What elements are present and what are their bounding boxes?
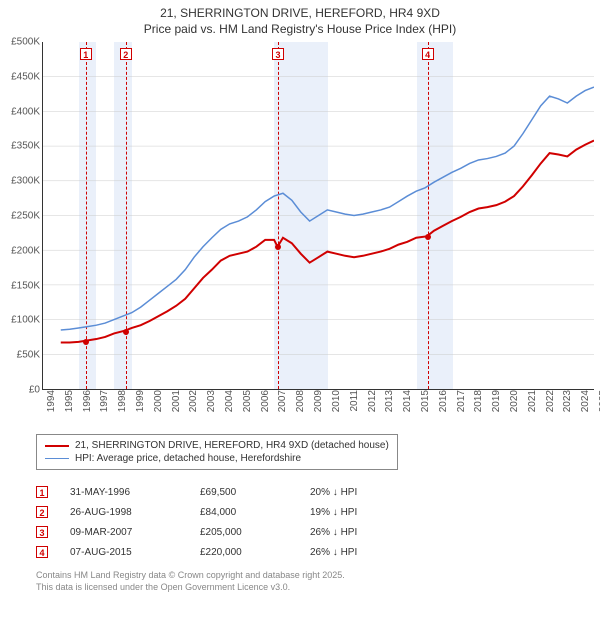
x-tick-label: 1997: [99, 390, 110, 426]
x-tick-label: 2014: [402, 390, 413, 426]
x-tick-label: 2009: [313, 390, 324, 426]
sale-dot: [83, 339, 89, 345]
sale-price: £84,000: [200, 507, 310, 518]
y-tick-label: £250K: [0, 211, 40, 222]
chart-container: 21, SHERRINGTON DRIVE, HEREFORD, HR4 9XD…: [0, 0, 600, 620]
y-tick-label: £450K: [0, 71, 40, 82]
x-tick-label: 2011: [349, 390, 360, 426]
x-tick-label: 2021: [527, 390, 538, 426]
title-address: 21, SHERRINGTON DRIVE, HEREFORD, HR4 9XD: [0, 6, 600, 22]
x-tick-label: 2015: [420, 390, 431, 426]
chart-title: 21, SHERRINGTON DRIVE, HEREFORD, HR4 9XD…: [0, 0, 600, 37]
legend-label-property: 21, SHERRINGTON DRIVE, HEREFORD, HR4 9XD…: [75, 440, 389, 451]
y-tick-label: £150K: [0, 280, 40, 291]
y-tick-label: £350K: [0, 141, 40, 152]
table-row: 3 09-MAR-2007 £205,000 26% ↓ HPI: [36, 522, 430, 542]
x-tick-label: 2018: [473, 390, 484, 426]
footer-line2: This data is licensed under the Open Gov…: [36, 582, 345, 594]
marker-label: 4: [422, 48, 434, 60]
sale-diff: 26% ↓ HPI: [310, 547, 430, 558]
sale-date: 31-MAY-1996: [70, 487, 200, 498]
sale-dot: [275, 244, 281, 250]
plot-area: 1 2 3 4: [42, 42, 594, 390]
sale-price: £205,000: [200, 527, 310, 538]
chart-svg: [43, 42, 594, 389]
x-tick-label: 2008: [295, 390, 306, 426]
sale-price: £220,000: [200, 547, 310, 558]
x-tick-label: 2010: [331, 390, 342, 426]
y-tick-label: £0: [0, 385, 40, 396]
legend-item-property: 21, SHERRINGTON DRIVE, HEREFORD, HR4 9XD…: [45, 439, 389, 452]
x-tick-label: 2013: [384, 390, 395, 426]
sale-marker-2: 2: [36, 506, 48, 518]
x-tick-label: 1998: [117, 390, 128, 426]
marker-label: 1: [80, 48, 92, 60]
sale-diff: 26% ↓ HPI: [310, 527, 430, 538]
x-tick-label: 1996: [82, 390, 93, 426]
y-tick-label: £50K: [0, 350, 40, 361]
sale-date: 09-MAR-2007: [70, 527, 200, 538]
y-tick-label: £300K: [0, 176, 40, 187]
x-tick-label: 2019: [491, 390, 502, 426]
footer-line1: Contains HM Land Registry data © Crown c…: [36, 570, 345, 582]
sale-marker-4: 4: [36, 546, 48, 558]
x-tick-label: 2005: [242, 390, 253, 426]
x-tick-label: 2004: [224, 390, 235, 426]
x-tick-label: 2000: [153, 390, 164, 426]
x-tick-label: 2016: [438, 390, 449, 426]
table-row: 1 31-MAY-1996 £69,500 20% ↓ HPI: [36, 482, 430, 502]
legend: 21, SHERRINGTON DRIVE, HEREFORD, HR4 9XD…: [36, 434, 398, 470]
x-tick-label: 2023: [562, 390, 573, 426]
sale-marker-3: 3: [36, 526, 48, 538]
x-tick-label: 2017: [456, 390, 467, 426]
sale-dot: [425, 234, 431, 240]
x-tick-label: 2024: [580, 390, 591, 426]
sale-date: 26-AUG-1998: [70, 507, 200, 518]
sale-marker-1: 1: [36, 486, 48, 498]
x-tick-label: 2007: [277, 390, 288, 426]
marker-label: 3: [272, 48, 284, 60]
table-row: 2 26-AUG-1998 £84,000 19% ↓ HPI: [36, 502, 430, 522]
legend-swatch-hpi: [45, 458, 69, 459]
table-row: 4 07-AUG-2015 £220,000 26% ↓ HPI: [36, 542, 430, 562]
y-tick-label: £200K: [0, 245, 40, 256]
sale-price: £69,500: [200, 487, 310, 498]
marker-label: 2: [120, 48, 132, 60]
sale-diff: 20% ↓ HPI: [310, 487, 430, 498]
title-subtitle: Price paid vs. HM Land Registry's House …: [0, 22, 600, 38]
legend-item-hpi: HPI: Average price, detached house, Here…: [45, 452, 389, 465]
legend-swatch-property: [45, 445, 69, 447]
x-tick-label: 1994: [46, 390, 57, 426]
x-tick-label: 2020: [509, 390, 520, 426]
x-tick-label: 2022: [545, 390, 556, 426]
sale-diff: 19% ↓ HPI: [310, 507, 430, 518]
y-tick-label: £400K: [0, 106, 40, 117]
y-tick-label: £100K: [0, 315, 40, 326]
x-tick-label: 2001: [171, 390, 182, 426]
sale-date: 07-AUG-2015: [70, 547, 200, 558]
x-tick-label: 2003: [206, 390, 217, 426]
y-tick-label: £500K: [0, 37, 40, 48]
x-tick-label: 1995: [64, 390, 75, 426]
sales-table: 1 31-MAY-1996 £69,500 20% ↓ HPI 2 26-AUG…: [36, 482, 430, 562]
x-tick-label: 2006: [260, 390, 271, 426]
sale-dot: [123, 329, 129, 335]
legend-label-hpi: HPI: Average price, detached house, Here…: [75, 453, 301, 464]
x-tick-label: 1999: [135, 390, 146, 426]
footer: Contains HM Land Registry data © Crown c…: [36, 570, 345, 593]
x-tick-label: 2002: [188, 390, 199, 426]
x-tick-label: 2012: [367, 390, 378, 426]
